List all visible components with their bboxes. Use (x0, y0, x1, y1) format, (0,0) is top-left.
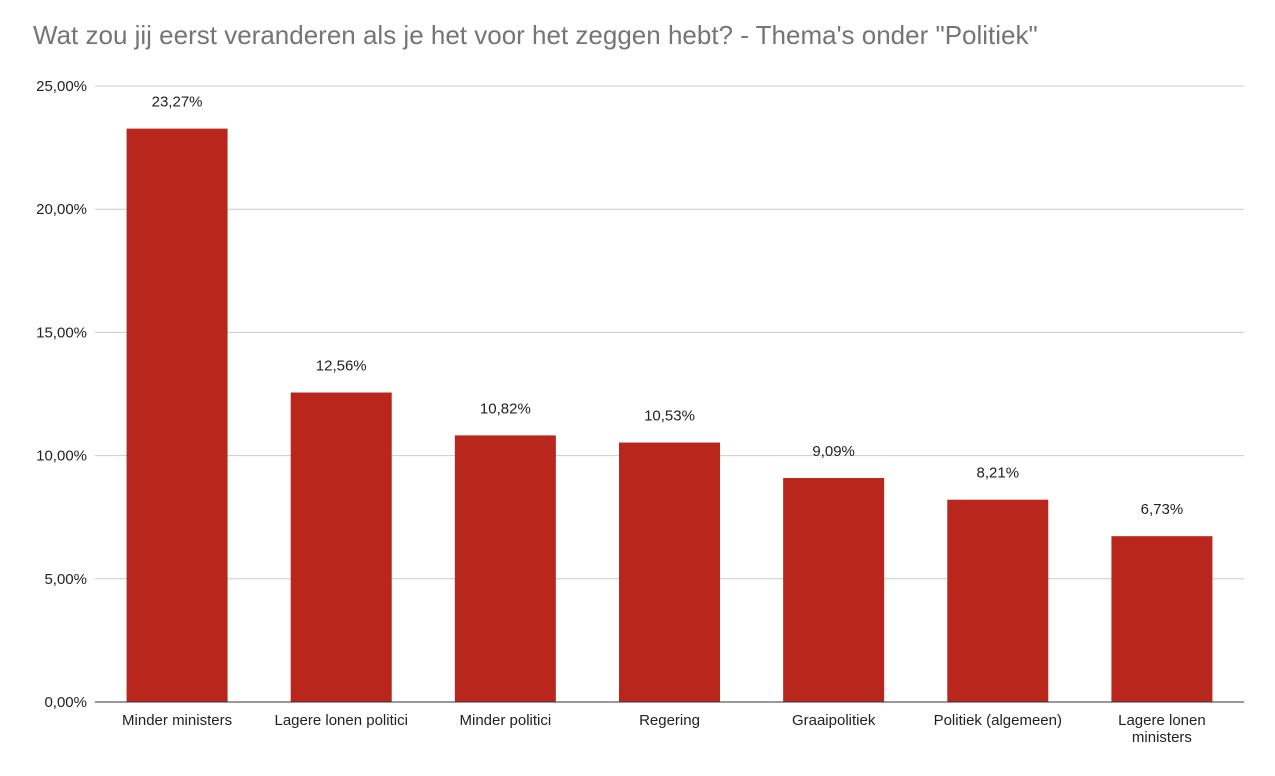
x-category-label: Politiek (algemeen) (934, 712, 1062, 729)
chart-title: Wat zou jij eerst veranderen als je het … (33, 20, 1038, 50)
bar (619, 442, 720, 702)
y-tick-label: 20,00% (36, 201, 87, 218)
y-tick-label: 15,00% (36, 324, 87, 341)
y-tick-label: 25,00% (36, 78, 87, 95)
bar (947, 499, 1049, 702)
data-label: 10,82% (480, 400, 531, 417)
bars (126, 128, 1213, 702)
data-labels: 23,27% 12,56% 10,82% 10,53% 9,09% 8,21% 6,73% (152, 94, 1184, 519)
x-axis-categories: Minder ministers Lagere lonen politici Min… (122, 712, 1206, 746)
data-label: 8,21% (977, 465, 1020, 482)
x-category-label: Minder ministers (122, 712, 232, 729)
data-label: 23,27% (152, 94, 203, 111)
bar (783, 478, 885, 702)
x-category-label: Regering (639, 712, 700, 729)
data-label: 6,73% (1141, 501, 1184, 518)
x-category-label: Lagere lonen politici (274, 712, 407, 729)
x-category-label: Minder politici (460, 712, 552, 729)
y-tick-label: 10,00% (36, 448, 87, 465)
bar (1111, 536, 1213, 702)
bar (290, 392, 392, 702)
y-tick-label: 0,00% (44, 694, 87, 711)
bar (454, 435, 556, 702)
x-category-label: Graaipolitiek (792, 712, 876, 729)
data-label: 9,09% (812, 443, 855, 460)
x-category-label: Lagere lonen ministers (1118, 712, 1206, 746)
y-axis-ticks: 0,00% 5,00% 10,00% 15,00% 20,00% 25,00% (36, 78, 87, 711)
data-label: 10,53% (644, 408, 695, 425)
data-label: 12,56% (316, 358, 367, 375)
y-tick-label: 5,00% (44, 571, 87, 588)
bar (126, 128, 228, 702)
